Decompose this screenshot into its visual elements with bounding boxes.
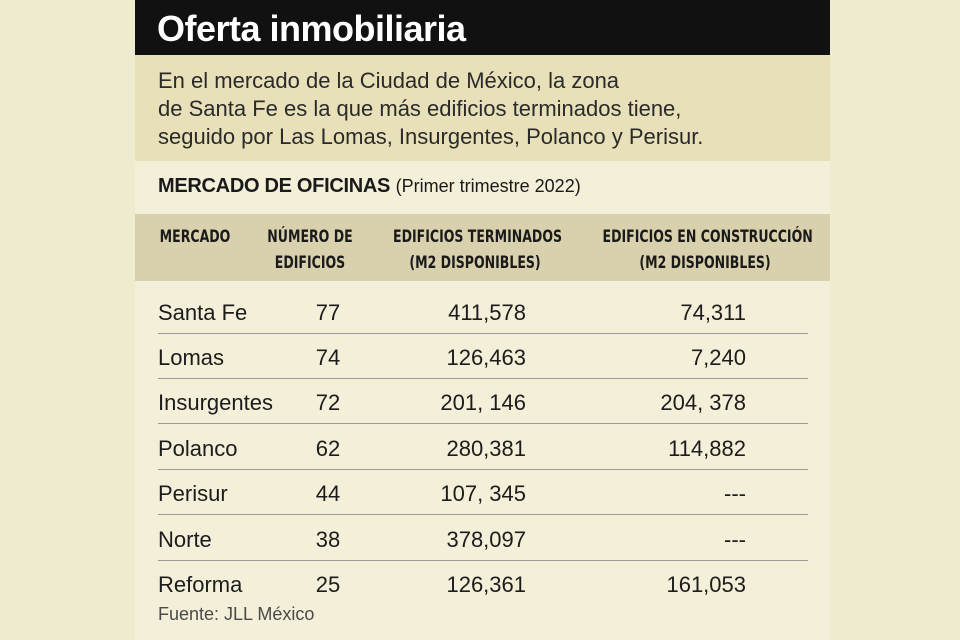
cell-construccion: 7,240: [690, 345, 746, 370]
cell-numero: 44: [315, 481, 341, 506]
intro-box: En el mercado de la Ciudad de México, la…: [135, 55, 830, 161]
cell-mercado: Reforma: [158, 572, 243, 597]
column-header-numero: NÚMERO DE EDIFICIOS: [267, 227, 353, 273]
cell-terminados: 280,381: [446, 436, 526, 461]
table-row: Insurgentes 72 201, 146 204, 378: [158, 378, 808, 424]
cell-terminados: 126,463: [446, 345, 526, 370]
cell-construccion: 114,882: [668, 436, 746, 461]
table-subtitle: MERCADO DE OFICINAS (Primer trimestre 20…: [158, 175, 581, 198]
cell-numero: 72: [315, 390, 341, 415]
cell-construccion: ---: [724, 481, 746, 506]
cell-mercado: Santa Fe: [158, 300, 248, 325]
cell-mercado: Polanco: [158, 436, 238, 461]
cell-mercado: Insurgentes: [158, 390, 273, 415]
cell-terminados: 201, 146: [440, 390, 526, 415]
intro-line: En el mercado de la Ciudad de México, la…: [158, 68, 620, 93]
column-header-terminados: EDIFICIOS TERMINADOS (M2 DISPONIBLES): [393, 227, 563, 273]
cell-mercado: Perisur: [158, 481, 228, 506]
cell-construccion: 74,311: [680, 300, 746, 325]
column-header-construccion: EDIFICIOS EN CONSTRUCCIÓN (M2 DISPONIBLE…: [602, 227, 813, 273]
cell-construccion: 161,053: [666, 572, 746, 597]
cell-numero: 74: [315, 345, 341, 370]
intro-line: seguido por Las Lomas, Insurgentes, Pola…: [158, 124, 704, 149]
cell-terminados: 126,361: [446, 572, 526, 597]
cell-terminados: 107, 345: [440, 481, 526, 506]
table-header: MERCADO NÚMERO DE EDIFICIOS EDIFICIOS TE…: [135, 214, 830, 281]
cell-numero: 77: [315, 300, 341, 325]
table-period: (Primer trimestre 2022): [395, 176, 581, 196]
page-title: Oferta inmobiliaria: [157, 8, 466, 49]
intro-line: de Santa Fe es la que más edificios term…: [158, 96, 682, 121]
column-header-mercado: MERCADO: [159, 227, 231, 247]
cell-construccion: 204, 378: [660, 390, 746, 415]
cell-numero: 25: [315, 572, 341, 597]
cell-terminados: 411,578: [448, 300, 526, 325]
source-note: Fuente: JLL México: [158, 604, 315, 624]
infographic-panel: Oferta inmobiliaria En el mercado de la …: [135, 0, 830, 640]
cell-mercado: Norte: [158, 527, 212, 552]
table-row: Norte 38 378,097 ---: [158, 515, 808, 561]
cell-mercado: Lomas: [158, 345, 225, 370]
table-row: Polanco 62 280,381 114,882: [158, 424, 808, 470]
table-row: Lomas 74 126,463 7,240: [158, 333, 808, 379]
cell-numero: 62: [315, 436, 341, 461]
cell-numero: 38: [315, 527, 341, 552]
cell-construccion: ---: [724, 527, 746, 552]
table-subtitle-main: MERCADO DE OFICINAS: [158, 175, 391, 197]
table-row: Santa Fe 77 411,578 74,311: [158, 288, 808, 334]
title-bar: Oferta inmobiliaria: [135, 0, 830, 55]
table-row: Reforma 25 126,361 161,053: [158, 560, 808, 605]
cell-terminados: 378,097: [446, 527, 526, 552]
table-row: Perisur 44 107, 345 ---: [158, 469, 808, 515]
